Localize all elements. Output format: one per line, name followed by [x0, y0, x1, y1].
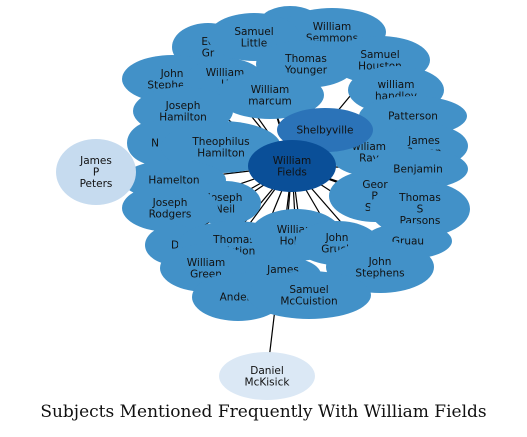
node-tsparsons-label: Thomas: [398, 192, 441, 204]
node-dmckisick-label: McKisick: [245, 376, 291, 388]
node-wgreen-label: William: [187, 257, 225, 269]
node-tsparsons-label: S: [417, 204, 424, 216]
node-tsparsons-shape: [370, 181, 470, 237]
node-jrodgers-label: Joseph: [152, 197, 188, 209]
graph-title: Subjects Mentioned Frequently With Willi…: [40, 402, 487, 422]
node-houston-label: Samuel: [360, 49, 399, 61]
node-wmarcum-label: marcum: [248, 95, 291, 107]
node-thamilton-label: Hamilton: [197, 147, 245, 159]
node-layer: WilliamSemmonsEdGrSamuelLittleSamuelHous…: [56, 6, 470, 400]
node-whandley-label: william: [378, 79, 415, 91]
node-eg-label: Gr: [202, 47, 215, 59]
node-jrodgers-label: Rodgers: [149, 208, 192, 220]
node-center-fields-shape: [248, 140, 336, 192]
node-dmckisick-shape: [219, 352, 315, 400]
node-benjamin-label: Benjamin: [393, 164, 442, 176]
node-jrodgers-shape: [122, 184, 218, 232]
node-wmarcum-shape: [216, 71, 324, 119]
node-center-fields-label: William: [273, 155, 311, 167]
node-shelbyville-label: Shelbyville: [296, 125, 353, 137]
node-jhamilton-label: Hamilton: [159, 111, 207, 123]
node-center-fields-label: Fields: [277, 166, 307, 178]
node-dmckisick-label: Daniel: [250, 365, 283, 377]
node-patterson-label: Patterson: [388, 111, 438, 123]
node-which-label: William: [206, 67, 244, 79]
node-slittle-label: Little: [241, 37, 267, 49]
node-nl-label: N: [151, 138, 159, 150]
node-smccuistion-label: McCuistion: [280, 295, 337, 307]
node-thamilton-label: Theophilus: [191, 136, 249, 148]
node-jppeters-label: James: [79, 155, 112, 167]
node-smccuistion-label: Samuel: [289, 284, 328, 296]
node-jstephens2-label: John: [368, 256, 392, 268]
node-jgruch-label: John: [325, 232, 349, 244]
node-slittle-label: Samuel: [234, 26, 273, 38]
node-gslar-label: Geor: [362, 179, 388, 191]
node-gslar-label: B: [371, 191, 378, 203]
node-tcuistion-label: Thomas: [212, 234, 255, 246]
node-tyounger-label: Younger: [284, 64, 328, 76]
node-wmarcum-label: William: [251, 84, 289, 96]
node-jstephens2-label: Stephens: [355, 267, 404, 279]
node-jppeters-label: P: [93, 167, 99, 179]
node-jsteph-label: John: [160, 68, 184, 80]
node-smccuistion-shape: [247, 271, 371, 319]
node-hamelton-label: Hamelton: [148, 175, 199, 187]
node-jparson-label: James: [407, 135, 440, 147]
node-jppeters-label: Peters: [80, 178, 113, 190]
node-jneil-label: Neil: [215, 203, 235, 215]
node-jppeters-shape: [56, 139, 136, 205]
node-jhamilton-label: Joseph: [165, 100, 201, 112]
node-tyounger-label: Thomas: [284, 53, 327, 65]
node-semmons-label: William: [313, 21, 351, 33]
node-dg-label: D: [171, 240, 179, 252]
